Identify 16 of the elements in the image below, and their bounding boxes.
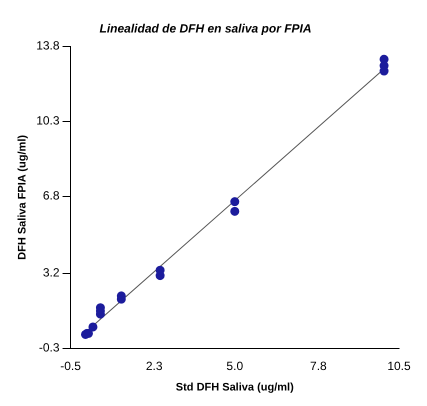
x-tick-label: -0.5: [60, 358, 82, 373]
chart-title: Linealidad de DFH en saliva por FPIA: [99, 22, 312, 36]
y-tick-label: 6.8: [42, 188, 60, 203]
y-axis-title: DFH Saliva FPIA (ug/ml): [16, 134, 29, 260]
y-tick-label: -0.3: [38, 340, 60, 355]
y-tick-label: 10.3: [36, 114, 60, 128]
x-tick-label: 2.3: [146, 358, 163, 373]
point: [230, 197, 240, 206]
x-tick-label: 5.0: [226, 358, 244, 373]
y-tick-label: 13.8: [36, 38, 60, 53]
x-tick-label: 7.8: [310, 358, 328, 373]
x-tick-label: 10.5: [387, 358, 411, 373]
point: [88, 322, 98, 332]
y-tick-label: 3.2: [42, 266, 60, 280]
x-axis-title: Std DFH Saliva (ug/ml): [176, 381, 294, 394]
point: [230, 206, 240, 216]
